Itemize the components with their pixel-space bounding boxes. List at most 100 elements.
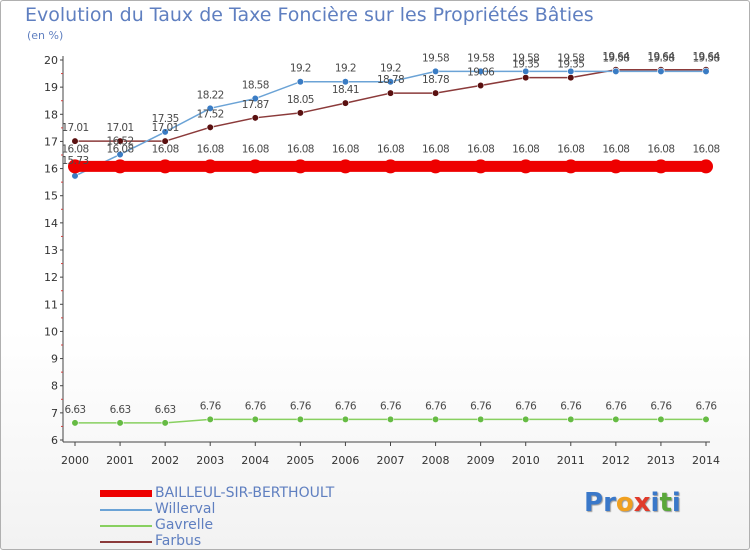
y-tick-label: 18 — [44, 108, 58, 121]
point-bailleul-sir-berthoult — [699, 159, 713, 174]
point-gavrelle — [612, 415, 620, 423]
point-farbus — [206, 123, 214, 131]
data-label-willerval: 19.2 — [290, 63, 311, 75]
data-label-willerval: 19.2 — [380, 63, 401, 75]
data-label-gavrelle: 6.76 — [470, 400, 492, 412]
point-gavrelle — [702, 415, 710, 423]
legend-item-willerval: Willerval — [100, 501, 360, 518]
point-willerval — [522, 67, 530, 75]
point-farbus — [161, 137, 169, 145]
data-label-bailleul-sir-berthoult: 16.08 — [647, 143, 674, 155]
data-label-willerval: 19.58 — [557, 52, 584, 64]
point-willerval — [612, 67, 620, 75]
data-label-gavrelle: 6.76 — [335, 400, 357, 412]
data-label-bailleul-sir-berthoult: 16.08 — [377, 143, 404, 155]
logo-letter: x — [633, 488, 651, 518]
data-label-bailleul-sir-berthoult: 16.08 — [332, 143, 359, 155]
y-tick-label: 16 — [44, 163, 58, 176]
data-label-farbus: 19.35 — [557, 59, 584, 71]
y-tick-label: 11 — [44, 298, 58, 311]
legend-swatch — [100, 525, 152, 527]
point-bailleul-sir-berthoult — [68, 159, 82, 174]
x-tick-label: 2007 — [377, 454, 405, 467]
point-bailleul-sir-berthoult — [608, 159, 623, 174]
point-gavrelle — [657, 415, 665, 423]
legend-swatch — [100, 509, 152, 511]
y-tick-label: 10 — [44, 325, 58, 338]
point-willerval — [251, 94, 259, 103]
data-label-farbus: 18.78 — [377, 74, 404, 86]
data-label-willerval: 18.58 — [242, 80, 269, 92]
point-gavrelle — [296, 415, 304, 423]
legend-label: Gavrelle — [155, 517, 214, 533]
legend-swatch — [100, 490, 152, 497]
x-tick-label: 2010 — [512, 454, 540, 467]
point-willerval — [341, 78, 350, 86]
data-label-gavrelle: 6.76 — [515, 400, 537, 412]
data-label-gavrelle: 6.76 — [605, 400, 627, 412]
data-label-willerval: 19.58 — [602, 52, 629, 64]
point-farbus — [251, 114, 259, 122]
data-label-bailleul-sir-berthoult: 16.08 — [422, 143, 449, 155]
point-bailleul-sir-berthoult — [203, 159, 218, 174]
logo-letter: i — [671, 488, 681, 518]
x-tick-label: 2008 — [422, 454, 450, 467]
point-bailleul-sir-berthoult — [338, 159, 353, 174]
legend-item-bailleul-sir-berthoult: BAILLEUL-SIR-BERTHOULT — [100, 485, 360, 502]
data-label-farbus: 19.35 — [512, 59, 539, 71]
point-bailleul-sir-berthoult — [518, 159, 533, 174]
point-bailleul-sir-berthoult — [653, 159, 668, 174]
logo-letter: P — [584, 488, 604, 518]
point-gavrelle — [161, 419, 169, 427]
x-tick-label: 2000 — [61, 454, 89, 467]
data-label-gavrelle: 6.76 — [380, 400, 402, 412]
x-tick-label: 2012 — [602, 454, 630, 467]
point-willerval — [206, 104, 214, 112]
point-gavrelle — [341, 415, 350, 423]
point-willerval — [296, 78, 304, 86]
point-farbus — [431, 89, 440, 97]
logo-letter: o — [615, 488, 634, 518]
y-tick-label: 19 — [44, 81, 58, 94]
data-label-gavrelle: 6.76 — [425, 400, 447, 412]
data-label-farbus: 19.64 — [602, 51, 630, 63]
logo-letter: r — [603, 488, 616, 518]
point-gavrelle — [116, 419, 124, 427]
y-tick-label: 20 — [44, 54, 58, 67]
point-bailleul-sir-berthoult — [248, 159, 263, 174]
x-tick-label: 2013 — [647, 454, 675, 467]
point-gavrelle — [251, 415, 259, 423]
x-tick-label: 2001 — [106, 454, 134, 467]
data-label-willerval: 19.58 — [647, 52, 674, 64]
x-tick-label: 2006 — [331, 454, 359, 467]
data-label-farbus: 19.06 — [467, 67, 495, 79]
point-bailleul-sir-berthoult — [473, 159, 488, 174]
data-label-willerval: 19.58 — [467, 52, 494, 64]
chart-title: Evolution du Taux de Taxe Foncière sur l… — [25, 4, 594, 26]
y-tick-label: 13 — [44, 244, 58, 257]
point-willerval — [702, 67, 710, 75]
data-label-bailleul-sir-berthoult: 16.08 — [242, 143, 269, 155]
data-label-bailleul-sir-berthoult: 16.08 — [287, 143, 314, 155]
data-label-bailleul-sir-berthoult: 16.08 — [692, 143, 719, 155]
data-label-farbus: 17.01 — [61, 122, 88, 134]
data-label-bailleul-sir-berthoult: 16.08 — [197, 143, 224, 155]
data-label-farbus: 18.05 — [287, 94, 314, 106]
point-farbus — [71, 137, 79, 145]
data-label-gavrelle: 6.76 — [245, 400, 267, 412]
point-willerval — [477, 67, 485, 75]
data-label-gavrelle: 6.76 — [560, 400, 582, 412]
data-label-gavrelle: 6.63 — [110, 404, 131, 416]
point-farbus — [567, 74, 575, 82]
y-tick-label: 12 — [44, 271, 58, 284]
data-label-farbus: 17.87 — [242, 99, 269, 111]
data-label-bailleul-sir-berthoult: 16.08 — [602, 143, 629, 155]
point-bailleul-sir-berthoult — [158, 159, 173, 174]
data-label-bailleul-sir-berthoult: 16.08 — [557, 143, 584, 155]
point-bailleul-sir-berthoult — [293, 159, 308, 174]
y-tick-label: 15 — [44, 190, 58, 203]
data-label-gavrelle: 6.76 — [650, 400, 672, 412]
data-label-willerval: 19.2 — [335, 63, 356, 75]
point-bailleul-sir-berthoult — [113, 159, 128, 174]
